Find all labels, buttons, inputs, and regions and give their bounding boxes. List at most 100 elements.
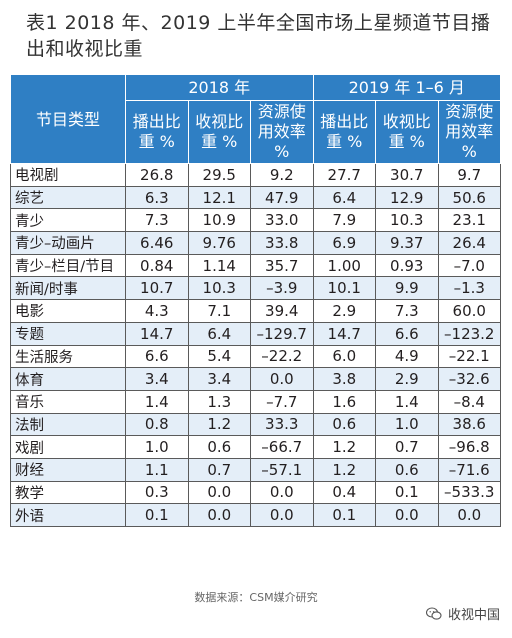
value-cell: 0.84 xyxy=(125,253,189,278)
value-cell: –7.7 xyxy=(250,389,314,414)
value-cell: 1.6 xyxy=(312,389,376,414)
program-type-cell: 生活服务 xyxy=(10,344,126,369)
value-cell: 1.3 xyxy=(187,389,251,414)
value-cell: 1.4 xyxy=(375,389,439,414)
value-cell: 6.9 xyxy=(312,231,376,255)
header-metric-line: 播出比 xyxy=(320,112,369,131)
value-cell: 3.4 xyxy=(125,367,189,391)
program-type-cell: 法制 xyxy=(10,412,126,437)
value-cell: 14.7 xyxy=(125,321,189,346)
value-cell: 1.00 xyxy=(312,253,376,278)
table-row: 法制 0.8 1.2 33.3 0.6 1.0 38.6 xyxy=(10,412,502,437)
data-table: 节目类型 2018 年 2019 年 1–6 月 播出比重 % 收视比重 % 资源使… xyxy=(10,74,502,527)
value-cell: –7.0 xyxy=(437,253,502,278)
value-cell: 9.9 xyxy=(375,276,439,301)
value-cell: 0.3 xyxy=(125,480,189,505)
value-cell: 3.8 xyxy=(312,367,376,391)
table-title: 表1 2018 年、2019 上半年全国市场上星频道节目播 出和收视比重 xyxy=(26,10,496,62)
value-cell: 4.3 xyxy=(125,299,189,323)
program-type-cell: 青少–栏目/节目 xyxy=(10,253,126,278)
value-cell: 0.0 xyxy=(250,503,314,527)
table-row: 青少–栏目/节目 0.84 1.14 35.7 1.00 0.93 –7.0 xyxy=(10,253,502,278)
header-metric-line: 重 % xyxy=(201,132,238,151)
value-cell: –3.9 xyxy=(250,276,314,301)
program-type-cell: 电视剧 xyxy=(10,163,126,187)
value-cell: 5.4 xyxy=(187,344,251,369)
value-cell: 9.2 xyxy=(250,163,314,187)
value-cell: 0.6 xyxy=(312,412,376,437)
header-group-2018: 2018 年 xyxy=(125,74,314,101)
value-cell: 4.9 xyxy=(375,344,439,369)
value-cell: 0.0 xyxy=(250,367,314,391)
program-type-cell: 戏剧 xyxy=(10,435,126,459)
value-cell: 0.1 xyxy=(375,480,439,505)
value-cell: 0.8 xyxy=(125,412,189,437)
value-cell: 0.0 xyxy=(250,480,314,505)
value-cell: 1.2 xyxy=(187,412,251,437)
value-cell: 1.2 xyxy=(312,435,376,459)
table-row: 青少–动画片 6.46 9.76 33.8 6.9 9.37 26.4 xyxy=(10,231,502,255)
table-title-line-1: 表1 2018 年、2019 上半年全国市场上星频道节目播 xyxy=(26,12,491,34)
value-cell: –129.7 xyxy=(250,321,314,346)
table-row: 戏剧 1.0 0.6 –66.7 1.2 0.7 –96.8 xyxy=(10,435,502,459)
header-metric-line: % xyxy=(461,142,477,161)
table-row: 体育 3.4 3.4 0.0 3.8 2.9 –32.6 xyxy=(10,367,502,391)
table-row: 综艺 6.3 12.1 47.9 6.4 12.9 50.6 xyxy=(10,185,502,210)
value-cell: 10.7 xyxy=(125,276,189,301)
value-cell: 0.1 xyxy=(312,503,376,527)
value-cell: 10.3 xyxy=(375,208,439,233)
value-cell: –22.1 xyxy=(437,344,502,369)
value-cell: 0.1 xyxy=(125,503,189,527)
data-source-note: 数据来源：CSM媒介研究 xyxy=(194,591,318,604)
value-cell: 47.9 xyxy=(250,185,314,210)
value-cell: 33.3 xyxy=(250,412,314,437)
header-metric-line: 重 % xyxy=(388,132,425,151)
value-cell: 0.0 xyxy=(375,503,439,527)
table-row: 新闻/时事 10.7 10.3 –3.9 10.1 9.9 –1.3 xyxy=(10,276,502,301)
value-cell: 23.1 xyxy=(437,208,502,233)
value-cell: 2.9 xyxy=(375,367,439,391)
table-title-line-2: 出和收视比重 xyxy=(26,38,144,60)
brand-name: 收视中国 xyxy=(447,608,500,623)
header-metric-5: 资源使 用效率% xyxy=(437,100,502,164)
value-cell: 29.5 xyxy=(187,163,251,187)
value-cell: 0.7 xyxy=(375,435,439,459)
value-cell: 0.0 xyxy=(187,503,251,527)
program-type-cell: 新闻/时事 xyxy=(10,276,126,301)
value-cell: 27.7 xyxy=(312,163,376,187)
value-cell: 39.4 xyxy=(250,299,314,323)
value-cell: 9.76 xyxy=(187,231,251,255)
value-cell: 6.0 xyxy=(312,344,376,369)
value-cell: –123.2 xyxy=(437,321,502,346)
value-cell: 12.9 xyxy=(375,185,439,210)
value-cell: 7.1 xyxy=(187,299,251,323)
header-metric-line: 播出比 xyxy=(132,112,181,131)
header-metric-line: 收视比 xyxy=(382,112,431,131)
value-cell: 26.4 xyxy=(437,231,502,255)
table-row: 电视剧 26.8 29.5 9.2 27.7 30.7 9.7 xyxy=(10,163,502,187)
brand-watermark: 收视中国 xyxy=(425,604,500,623)
value-cell: 2.9 xyxy=(312,299,376,323)
program-type-cell: 音乐 xyxy=(10,389,126,414)
value-cell: 1.0 xyxy=(125,435,189,459)
value-cell: 10.1 xyxy=(312,276,376,301)
value-cell: –1.3 xyxy=(437,276,502,301)
value-cell: 14.7 xyxy=(312,321,376,346)
header-metric-1: 收视比重 % xyxy=(187,100,251,164)
value-cell: 60.0 xyxy=(437,299,502,323)
value-cell: 0.93 xyxy=(375,253,439,278)
value-cell: –32.6 xyxy=(437,367,502,391)
value-cell: 0.6 xyxy=(187,435,251,459)
program-type-cell: 青少–动画片 xyxy=(10,231,126,255)
value-cell: 0.0 xyxy=(187,480,251,505)
program-type-cell: 青少 xyxy=(10,208,126,233)
value-cell: 0.0 xyxy=(437,503,502,527)
value-cell: 12.1 xyxy=(187,185,251,210)
table-row: 财经 1.1 0.7 –57.1 1.2 0.6 –71.6 xyxy=(10,457,502,482)
value-cell: 7.3 xyxy=(125,208,189,233)
value-cell: 1.2 xyxy=(312,457,376,482)
value-cell: –96.8 xyxy=(437,435,502,459)
table-row: 生活服务 6.6 5.4 –22.2 6.0 4.9 –22.1 xyxy=(10,344,502,369)
value-cell: –533.3 xyxy=(437,480,502,505)
value-cell: –66.7 xyxy=(250,435,314,459)
